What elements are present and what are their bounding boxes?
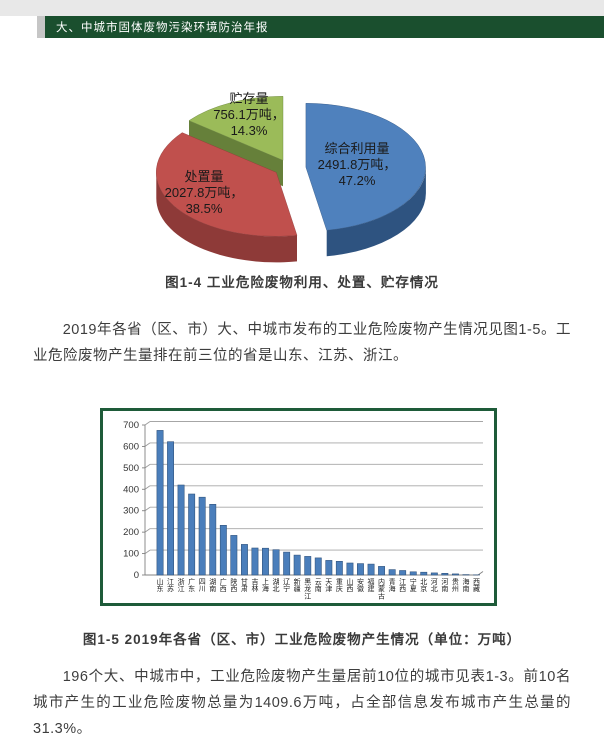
bar-甘肃 bbox=[241, 544, 247, 575]
floor-edge bbox=[478, 572, 483, 576]
bar-山东 bbox=[157, 430, 163, 575]
x-category-label: 西藏 bbox=[473, 578, 480, 593]
grid-connector bbox=[145, 550, 150, 554]
bar-河北 bbox=[431, 573, 437, 575]
y-tick-label: 0 bbox=[134, 570, 139, 581]
bar-宁夏 bbox=[410, 572, 416, 575]
x-category-label: 广西 bbox=[220, 577, 227, 593]
x-category-label: 新疆 bbox=[294, 577, 301, 593]
x-category-label: 江苏 bbox=[167, 578, 174, 593]
paragraph-top10-cities: 196个大、中城市中，工业危险废物产生量居前10位的城市见表1-3。前10名城市… bbox=[33, 664, 571, 742]
x-category-label: 海南 bbox=[462, 577, 469, 593]
bar-福建 bbox=[368, 564, 374, 575]
pie-label-line: 2491.8万吨， bbox=[318, 157, 397, 172]
bar-黑龙江 bbox=[305, 556, 311, 575]
x-category-label: 内蒙古 bbox=[378, 577, 385, 600]
pie-label-line: 综合利用量 bbox=[324, 141, 389, 156]
bar-湖南 bbox=[210, 504, 216, 575]
report-header-bar: 大、中城市固体废物污染环境防治年报 bbox=[37, 16, 604, 38]
pie-label-line: 贮存量 bbox=[229, 91, 268, 106]
bar-内蒙古 bbox=[378, 566, 384, 575]
page-top-strip bbox=[0, 0, 604, 16]
x-category-label: 宁夏 bbox=[410, 577, 417, 593]
pie-label-line: 2027.8万吨， bbox=[165, 185, 244, 200]
bar-陕西 bbox=[231, 535, 237, 575]
x-category-label: 广东 bbox=[188, 577, 195, 593]
x-category-label: 贵州 bbox=[452, 577, 459, 593]
bar-河南 bbox=[442, 573, 448, 575]
bar-广西 bbox=[220, 525, 226, 575]
bar-四川 bbox=[199, 497, 205, 575]
bar-云南 bbox=[315, 558, 321, 575]
x-category-label: 青海 bbox=[389, 577, 396, 593]
bar-贵州 bbox=[452, 574, 458, 575]
bar-北京 bbox=[421, 572, 427, 575]
x-category-label: 湖北 bbox=[273, 577, 280, 593]
grid-connector bbox=[145, 464, 150, 468]
x-category-label: 山东 bbox=[157, 577, 164, 593]
bar-天津 bbox=[326, 560, 332, 575]
bar-广东 bbox=[189, 494, 195, 575]
bar-上海 bbox=[262, 548, 268, 575]
x-category-label: 江西 bbox=[399, 578, 406, 593]
bar-chart: 0 100 200 300 400 500 600 700 山东江苏浙江广东四川湖南广西陕西甘肃… bbox=[103, 411, 494, 603]
bar-湖北 bbox=[273, 550, 279, 575]
bar-重庆 bbox=[336, 561, 342, 575]
grid-connector bbox=[145, 422, 150, 426]
bar-吉林 bbox=[252, 548, 258, 575]
y-tick-label: 700 bbox=[123, 420, 139, 431]
x-category-label: 湖南 bbox=[209, 577, 216, 593]
bar-江苏 bbox=[167, 442, 173, 575]
x-category-label: 甘肃 bbox=[241, 577, 248, 593]
x-category-label: 河南 bbox=[441, 578, 448, 593]
bar-江西 bbox=[400, 571, 406, 576]
y-tick-label: 100 bbox=[123, 549, 139, 560]
y-tick-label: 300 bbox=[123, 506, 139, 517]
report-title: 大、中城市固体废物污染环境防治年报 bbox=[45, 19, 269, 35]
x-category-label: 河北 bbox=[431, 578, 438, 593]
figure-1-4-caption: 图1-4 工业危险废物利用、处置、贮存情况 bbox=[0, 271, 604, 291]
x-category-label: 上海 bbox=[262, 577, 269, 593]
bar-浙江 bbox=[178, 485, 184, 575]
pie-label-line: 14.3% bbox=[231, 123, 268, 138]
x-category-label: 山西 bbox=[346, 577, 353, 593]
grid-connector bbox=[145, 486, 150, 490]
paragraph-provinces: 2019年各省（区、市）大、中城市发布的工业危险废物产生情况见图1-5。工业危险… bbox=[33, 317, 571, 369]
pie-label-line: 756.1万吨， bbox=[213, 107, 285, 122]
y-tick-label: 400 bbox=[123, 484, 139, 495]
y-tick-label: 600 bbox=[123, 441, 139, 452]
x-category-label: 重庆 bbox=[336, 578, 343, 593]
grid-connector bbox=[145, 507, 150, 511]
pie-label-line: 处置量 bbox=[184, 169, 223, 184]
bar-青海 bbox=[389, 570, 395, 575]
x-category-label: 四川 bbox=[199, 578, 206, 593]
y-tick-label: 500 bbox=[123, 463, 139, 474]
figure-1-5-caption: 图1-5 2019年各省（区、市）工业危险废物产生情况（单位：万吨） bbox=[0, 628, 604, 648]
x-category-label: 福建 bbox=[368, 577, 375, 593]
bar-新疆 bbox=[294, 555, 300, 575]
x-category-label: 安徽 bbox=[357, 577, 364, 593]
x-category-label: 黑龙江 bbox=[304, 578, 311, 600]
x-category-label: 天津 bbox=[325, 578, 332, 593]
grid-connector bbox=[145, 529, 150, 533]
x-category-label: 浙江 bbox=[178, 577, 185, 593]
grid-connector bbox=[145, 443, 150, 447]
x-category-label: 北京 bbox=[420, 578, 427, 593]
x-category-label: 陕西 bbox=[230, 577, 237, 593]
bar-辽宁 bbox=[284, 552, 290, 575]
bar-山西 bbox=[347, 563, 353, 575]
pie-label-line: 38.5% bbox=[186, 201, 223, 216]
y-tick-label: 200 bbox=[123, 527, 139, 538]
x-category-label: 辽宁 bbox=[283, 578, 290, 593]
header-notch-decoration bbox=[37, 16, 45, 38]
x-category-label: 云南 bbox=[315, 578, 322, 593]
pie-label-line: 47.2% bbox=[339, 173, 376, 188]
bar-安徽 bbox=[357, 564, 363, 575]
x-category-label: 吉林 bbox=[251, 578, 258, 593]
bar-chart-figure: 0 100 200 300 400 500 600 700 山东江苏浙江广东四川湖南广西陕西甘肃… bbox=[100, 408, 497, 606]
